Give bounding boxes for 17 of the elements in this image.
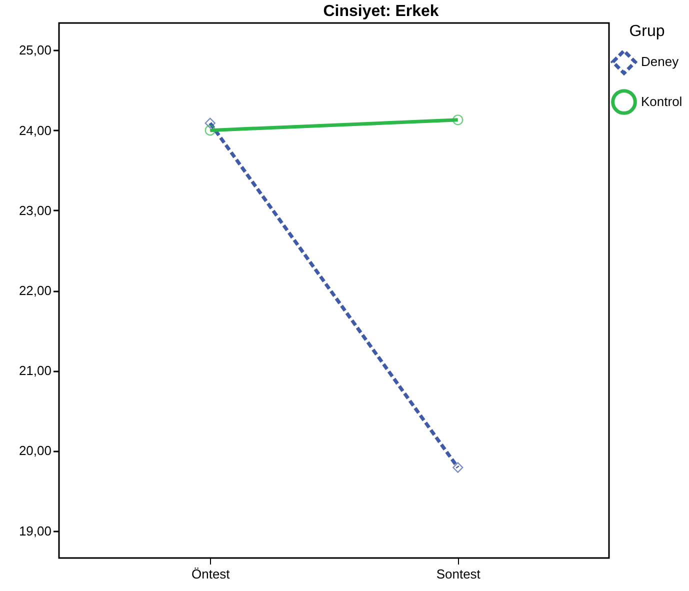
x-tick-label: Sontest [436, 566, 481, 582]
point [452, 462, 464, 473]
point [452, 114, 464, 126]
point [204, 118, 216, 128]
y-tick-label: 20,00 [18, 443, 52, 458]
legend-label: Kontrol [641, 94, 682, 109]
y-tick-label: 21,00 [18, 363, 52, 378]
y-tick-label: 24,00 [18, 122, 52, 138]
chart-title: Cinsiyet: Erkek [323, 3, 439, 20]
x-tick-label: Öntest [191, 566, 230, 582]
legend-label: Deney [641, 54, 680, 69]
y-tick-label: 23,00 [18, 202, 52, 218]
y-tick-label: 19,00 [18, 523, 52, 538]
y-tick-label: 22,00 [18, 283, 52, 298]
point [204, 124, 216, 136]
y-tick-label: 25,00 [18, 42, 52, 58]
legend-title: Grup [629, 23, 665, 40]
